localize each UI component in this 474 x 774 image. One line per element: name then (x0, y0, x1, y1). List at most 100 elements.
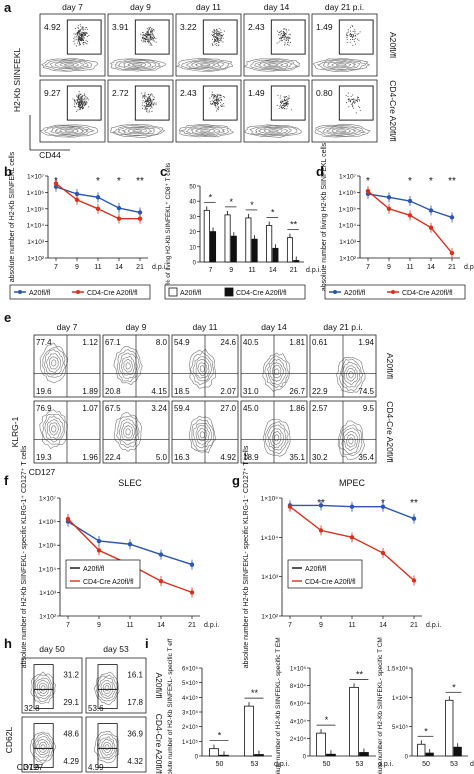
event-dot (82, 36, 84, 38)
event-dot (75, 36, 77, 38)
event-dot (356, 33, 358, 35)
event-dot (79, 104, 80, 106)
significance-marker: * (96, 176, 100, 187)
day-label: day 11 (193, 322, 218, 332)
event-dot (214, 102, 215, 104)
y-tick-label: 4×10⁵ (182, 695, 199, 702)
event-dot (288, 41, 290, 43)
y-tick-label: 3×10⁵ (182, 710, 199, 717)
event-dot (213, 35, 215, 37)
significance-marker: ** (317, 498, 325, 509)
event-dot (279, 39, 281, 41)
event-dot (148, 26, 150, 28)
legend-marker-a20 (18, 290, 22, 294)
event-dot (352, 99, 354, 100)
event-dot (79, 98, 81, 100)
contour-ring (42, 413, 66, 445)
event-dot (77, 36, 79, 38)
event-dot (77, 40, 79, 42)
event-dot (285, 33, 287, 35)
contour-ring (331, 62, 352, 68)
event-dot (79, 35, 81, 37)
event-dot (87, 28, 89, 30)
event-dot (153, 102, 155, 104)
event-dot (148, 29, 150, 31)
event-dot (81, 104, 83, 105)
day-label: day 50 (39, 644, 65, 654)
data-point (407, 198, 413, 204)
event-dot (77, 100, 79, 102)
quadrant-value-bottom-left: 16.3 (174, 453, 190, 462)
event-dot (147, 37, 149, 39)
quadrant-value-top-right: 1.86 (289, 404, 305, 413)
event-dot (218, 28, 220, 29)
event-dot (77, 94, 79, 96)
legend-box (287, 559, 363, 589)
event-dot (222, 96, 224, 97)
y-tick-label: 1×10⁶ (339, 190, 357, 197)
event-dot (150, 43, 152, 45)
gate-box (33, 747, 54, 768)
facs-plot (85, 716, 147, 773)
event-dot (353, 101, 355, 103)
event-dot (144, 35, 146, 37)
event-dot (215, 39, 217, 41)
event-dot (282, 37, 284, 38)
event-dot (214, 104, 215, 106)
event-dot (347, 95, 349, 97)
event-dot (280, 100, 282, 102)
event-dot (210, 103, 212, 104)
event-dot (152, 32, 154, 34)
event-dot (151, 33, 153, 35)
facs-plot (309, 334, 377, 398)
contour-ring (36, 679, 50, 697)
data-point (65, 516, 71, 522)
contour-ring (180, 58, 230, 71)
event-dot (78, 104, 80, 106)
event-dot (353, 98, 355, 100)
event-dot (218, 34, 220, 35)
event-dot (216, 39, 218, 41)
event-dot (350, 33, 352, 35)
event-dot (148, 42, 150, 44)
significance-marker: * (452, 682, 456, 692)
event-dot (351, 34, 353, 36)
event-dot (76, 34, 78, 36)
x-unit-label: d.p.i. (378, 761, 393, 768)
day-label: day 21 p.i. (323, 322, 362, 332)
contour-ring (341, 361, 361, 388)
event-dot (279, 34, 281, 36)
gate-box (97, 688, 118, 709)
contour-ring (269, 362, 284, 383)
event-dot (209, 101, 211, 103)
event-dot (83, 95, 85, 97)
event-dot (279, 31, 281, 33)
event-dot (145, 99, 147, 101)
event-dot (79, 97, 81, 99)
facs-plot (311, 13, 378, 77)
contour-ring (63, 63, 75, 67)
event-dot (217, 39, 219, 40)
bar (209, 748, 219, 757)
facs-plot (309, 400, 377, 464)
event-dot (353, 39, 355, 41)
event-dot (211, 95, 212, 97)
row-label-cre: CD4-Cre A20fl/fl (388, 80, 398, 142)
event-dot (347, 29, 349, 31)
event-dot (351, 103, 353, 105)
event-dot (87, 99, 89, 101)
data-point (158, 578, 164, 584)
event-dot (211, 100, 213, 102)
bar (224, 214, 231, 263)
event-dot (151, 101, 153, 103)
data-point (74, 197, 80, 203)
contour-ring (179, 123, 235, 138)
event-dot (349, 99, 351, 101)
event-dot (148, 96, 150, 98)
facs-plot (107, 79, 174, 143)
event-dot (349, 34, 351, 36)
y-tick-label: 1×10⁵ (290, 666, 307, 673)
data-point (349, 504, 355, 509)
event-dot (151, 28, 153, 29)
event-dot (283, 37, 285, 39)
